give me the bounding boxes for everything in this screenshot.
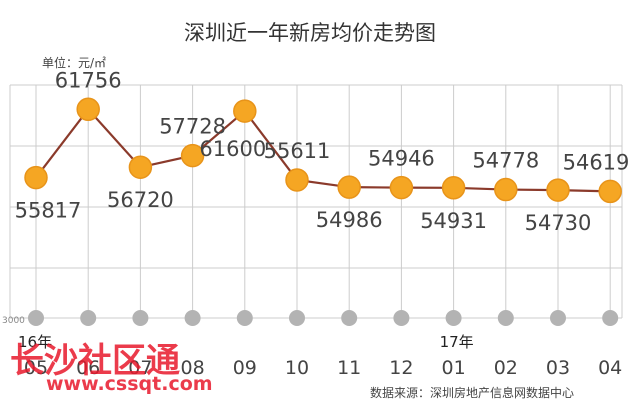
data-point <box>389 175 414 200</box>
x-axis-dot <box>497 310 514 326</box>
x-tick-labels: 05 06 07 08 09 10 11 12 01 02 03 04 <box>24 357 622 379</box>
data-point <box>598 179 622 204</box>
x-tick-label: 04 <box>598 357 622 379</box>
data-label: 57728 <box>159 115 226 139</box>
data-label: 54619 <box>563 150 630 174</box>
data-points <box>24 97 622 204</box>
data-point <box>441 176 466 200</box>
data-label: 54946 <box>368 147 435 171</box>
y-tick-label: 3000 <box>2 316 25 326</box>
x-tick-label: 03 <box>546 357 570 379</box>
data-source: 数据来源：深圳房地产信息网数据中心 <box>370 385 574 400</box>
x-tick-label: 09 <box>233 357 257 379</box>
data-point <box>337 175 361 199</box>
watermark-url: www.cssqt.com <box>46 373 213 395</box>
grid <box>9 84 623 319</box>
data-label: 54778 <box>472 149 539 173</box>
x-axis-dot <box>80 310 97 326</box>
data-label: 54931 <box>420 209 487 233</box>
x-axis-dot <box>289 310 305 326</box>
data-label: 56720 <box>107 188 174 212</box>
data-point <box>285 168 309 192</box>
watermark-title: 长沙社区通 <box>10 341 180 381</box>
x-tick-label: 11 <box>337 357 361 379</box>
data-point <box>180 143 205 168</box>
x-tick-label: 10 <box>285 357 309 379</box>
data-point <box>494 177 518 202</box>
data-label: 61600 <box>199 137 266 161</box>
x-axis-dot <box>28 310 44 326</box>
chart-title: 深圳近一年新房均价走势图 <box>184 21 436 45</box>
x-axis-dot <box>132 310 149 326</box>
x-axis-dot <box>184 310 201 326</box>
x-tick-label: 05 <box>24 357 48 379</box>
year-markers: 16年 17年 <box>18 333 474 351</box>
x-axis-dot <box>550 310 566 326</box>
unit-label: 单位：元/㎡ <box>42 55 106 70</box>
data-label: 54730 <box>525 211 592 235</box>
data-label: 55817 <box>15 199 82 223</box>
x-axis-dot <box>341 310 358 326</box>
x-tick-label: 06 <box>76 357 100 379</box>
data-label: 54986 <box>316 208 383 232</box>
data-point <box>24 165 48 190</box>
year-label: 17年 <box>440 333 474 351</box>
x-axis-dot <box>445 310 462 326</box>
x-axis-dots <box>28 310 619 326</box>
x-tick-label: 07 <box>128 357 152 379</box>
year-label: 16年 <box>18 333 52 351</box>
x-tick-label: 08 <box>181 357 205 379</box>
data-point <box>546 178 570 202</box>
data-label: 61756 <box>55 68 122 92</box>
x-axis-dot <box>602 310 619 326</box>
data-point <box>128 155 153 179</box>
x-axis-dot <box>236 310 253 326</box>
x-axis-dot <box>393 310 410 326</box>
data-label: 55611 <box>264 139 331 163</box>
x-tick-label: 12 <box>389 357 413 379</box>
y-ticks: 3000 <box>2 316 25 326</box>
data-point <box>233 99 257 123</box>
x-tick-label: 02 <box>494 357 518 379</box>
data-point <box>76 97 100 122</box>
x-tick-label: 01 <box>442 357 466 379</box>
